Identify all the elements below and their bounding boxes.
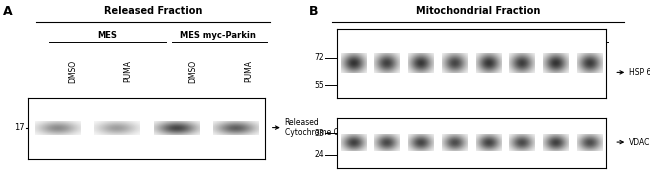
Text: MES: MES: [98, 31, 117, 40]
Text: Released Fraction: Released Fraction: [103, 6, 202, 16]
Text: MES myc-Parkin: MES myc-Parkin: [499, 31, 574, 40]
Text: DMSO: DMSO: [188, 60, 198, 83]
Text: Released
Cytochrome C: Released Cytochrome C: [285, 118, 339, 137]
Text: DMSO: DMSO: [478, 60, 487, 83]
Text: PUMA: PUMA: [530, 60, 539, 82]
Text: 55: 55: [314, 81, 324, 90]
Text: DMSO: DMSO: [68, 60, 77, 83]
Text: HSP 60: HSP 60: [629, 68, 650, 77]
Text: PUMA: PUMA: [244, 60, 253, 82]
Text: VDAC: VDAC: [629, 138, 650, 147]
Text: 33: 33: [314, 129, 324, 138]
Text: MES: MES: [387, 31, 406, 40]
Text: 72: 72: [314, 53, 324, 62]
Text: PUMA: PUMA: [124, 60, 133, 82]
Text: DMSO: DMSO: [354, 60, 363, 83]
Text: PUMA: PUMA: [406, 60, 415, 82]
Text: A: A: [3, 5, 13, 18]
Text: MES myc-Parkin: MES myc-Parkin: [180, 31, 255, 40]
Text: 24: 24: [314, 150, 324, 159]
Text: Mitochondrial Fraction: Mitochondrial Fraction: [415, 6, 540, 16]
Text: 17: 17: [14, 123, 25, 132]
Text: B: B: [309, 5, 318, 18]
